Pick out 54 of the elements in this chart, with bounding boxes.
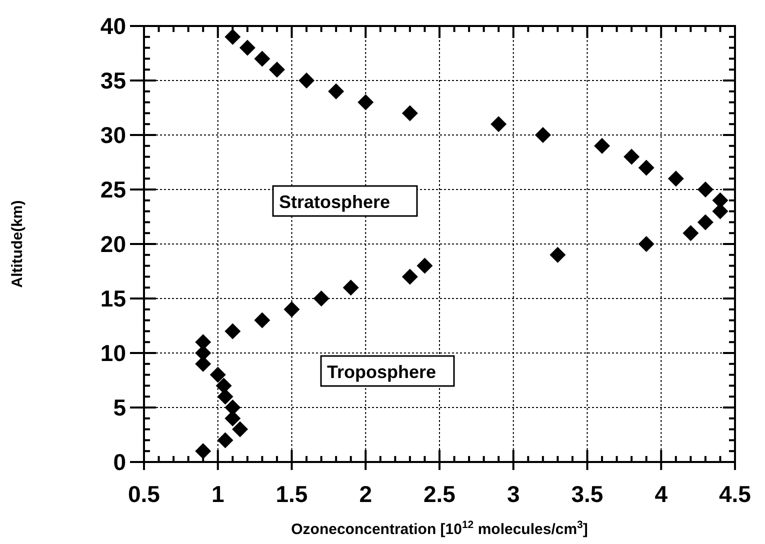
- x-tick-label: 3.5: [571, 481, 604, 507]
- point: [594, 138, 610, 154]
- point: [284, 301, 300, 318]
- annotation: Troposphere: [327, 362, 436, 382]
- point: [682, 225, 699, 242]
- y-tick-label: 0: [113, 449, 126, 475]
- point: [358, 94, 374, 110]
- point: [224, 323, 241, 340]
- point: [210, 366, 226, 383]
- point: [624, 148, 640, 165]
- y-tick-label: 15: [100, 286, 126, 312]
- point: [216, 378, 232, 394]
- x-tick-label: 2: [359, 481, 372, 507]
- point: [638, 160, 654, 176]
- point: [490, 116, 507, 132]
- y-tick-label: 20: [100, 231, 126, 257]
- point: [232, 421, 248, 438]
- x-tick-label: 1.5: [276, 481, 308, 507]
- point: [638, 236, 654, 252]
- point: [217, 388, 234, 405]
- x-tick-label: 2.5: [424, 481, 456, 507]
- x-axis-title: Ozoneconcentration [10$^{12}$ molecules/cm$^{3}$]: [291, 519, 588, 538]
- point: [402, 268, 418, 285]
- point: [328, 83, 344, 100]
- point: [697, 214, 714, 230]
- x-tick-label: 1: [211, 481, 224, 507]
- point: [239, 40, 256, 56]
- point: [342, 280, 359, 296]
- x-tick-label: 0.5: [128, 481, 160, 507]
- point: [195, 443, 212, 460]
- x-tick-label: 3: [506, 481, 520, 507]
- y-axis-title: Altitude(km): [9, 200, 26, 288]
- point: [268, 62, 285, 78]
- point: [668, 170, 684, 187]
- point: [313, 290, 330, 306]
- point: [254, 312, 270, 328]
- x-tick-label: 4.5: [719, 481, 752, 507]
- point: [224, 28, 241, 45]
- point: [298, 72, 315, 88]
- y-tick-label: 35: [100, 68, 126, 94]
- y-tick-label: 25: [100, 176, 126, 202]
- point: [254, 50, 270, 67]
- point: [402, 105, 418, 122]
- y-tick-label: 30: [100, 122, 126, 148]
- point: [534, 127, 551, 143]
- point: [416, 258, 433, 274]
- point: [217, 432, 234, 448]
- annotation: Stratosphere: [279, 192, 390, 212]
- point: [550, 246, 566, 263]
- point: [697, 182, 714, 198]
- y-tick-label: 40: [100, 13, 126, 39]
- y-tick-label: 5: [113, 394, 126, 420]
- x-tick-label: 4: [654, 481, 668, 507]
- y-tick-label: 10: [100, 340, 126, 366]
